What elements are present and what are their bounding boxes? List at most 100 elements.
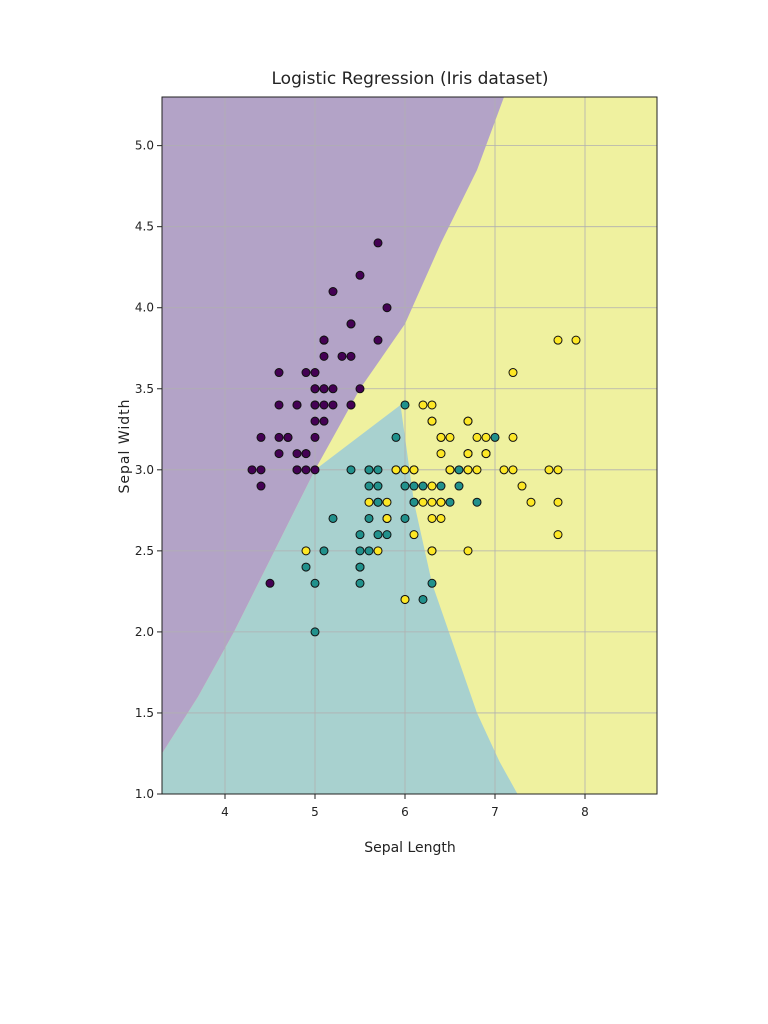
data-point-class-0 [274,432,284,442]
x-axis: 4 5 6 7 8 [221,794,589,819]
decision-regions [162,97,657,794]
data-point-class-2 [571,335,581,345]
data-point-class-0 [355,384,365,394]
data-point-class-2 [553,497,563,507]
data-point-class-0 [346,400,356,410]
data-point-class-1 [490,432,500,442]
x-tick-label: 5 [311,805,319,819]
data-point-class-1 [346,465,356,475]
data-point-class-0 [310,465,320,475]
y-tick-label: 5.0 [135,139,154,153]
data-point-class-2 [409,465,419,475]
data-point-class-1 [355,530,365,540]
data-point-class-2 [445,432,455,442]
y-axis-label: Sepal Width [117,399,133,494]
region-class-0 [162,97,504,754]
data-point-class-0 [319,400,329,410]
data-point-class-2 [427,481,437,491]
data-point-class-1 [382,530,392,540]
data-point-class-0 [292,400,302,410]
data-point-class-0 [319,351,329,361]
data-point-class-0 [319,416,329,426]
data-point-class-2 [427,416,437,426]
y-tick-label: 3.5 [135,382,154,396]
data-point-class-0 [310,384,320,394]
data-point-class-2 [418,497,428,507]
y-tick-label: 4.5 [135,220,154,234]
data-point-class-2 [364,497,374,507]
data-point-class-1 [454,465,464,475]
data-point-class-1 [301,562,311,572]
data-point-class-0 [310,400,320,410]
data-point-class-2 [373,546,383,556]
data-point-class-2 [553,335,563,345]
x-tick-label: 6 [401,805,409,819]
data-point-class-0 [346,351,356,361]
data-point-class-1 [409,481,419,491]
data-point-class-1 [436,481,446,491]
data-point-class-0 [292,449,302,459]
y-tick-label: 1.5 [135,706,154,720]
data-point-class-0 [355,270,365,280]
x-tick-label: 4 [221,805,229,819]
data-point-class-2 [508,465,518,475]
data-point-class-2 [427,497,437,507]
data-point-class-2 [436,449,446,459]
data-point-class-2 [301,546,311,556]
data-point-class-2 [481,449,491,459]
data-point-class-1 [373,465,383,475]
data-point-class-2 [553,530,563,540]
x-tick-label: 7 [491,805,499,819]
data-point-class-2 [427,513,437,523]
chart-title: Logistic Regression (Iris dataset) [272,69,549,89]
data-point-class-1 [328,513,338,523]
data-point-class-0 [301,465,311,475]
data-point-class-0 [292,465,302,475]
x-tick-label: 8 [581,805,589,819]
data-point-class-2 [463,465,473,475]
y-tick-label: 1.0 [135,787,154,801]
data-point-class-1 [427,578,437,588]
data-point-class-2 [553,465,563,475]
data-point-class-1 [355,562,365,572]
data-point-class-2 [481,432,491,442]
data-point-class-0 [256,432,266,442]
data-point-class-0 [373,335,383,345]
scatter-points [247,238,581,637]
data-point-class-1 [319,546,329,556]
data-point-class-2 [508,368,518,378]
data-point-class-1 [373,530,383,540]
y-tick-label: 2.0 [135,625,154,639]
data-point-class-1 [364,481,374,491]
data-point-class-1 [454,481,464,491]
data-point-class-2 [472,465,482,475]
data-point-class-0 [301,368,311,378]
region-class-1 [162,404,518,794]
data-point-class-2 [391,465,401,475]
data-point-class-0 [337,351,347,361]
data-point-class-2 [436,513,446,523]
data-point-class-2 [427,546,437,556]
data-point-class-0 [265,578,275,588]
data-point-class-2 [517,481,527,491]
data-point-class-2 [445,465,455,475]
data-point-class-1 [373,481,383,491]
data-point-class-0 [328,400,338,410]
data-point-class-1 [310,627,320,637]
y-tick-label: 4.0 [135,301,154,315]
data-point-class-0 [301,449,311,459]
data-point-class-0 [310,416,320,426]
data-point-class-2 [544,465,554,475]
data-point-class-1 [400,513,410,523]
data-point-class-0 [319,335,329,345]
data-point-class-0 [247,465,257,475]
data-point-class-2 [463,546,473,556]
data-point-class-1 [355,546,365,556]
y-axis: 1.0 1.5 2.0 2.5 3.0 3.5 4.0 4.5 5.0 [135,139,162,801]
data-point-class-1 [418,481,428,491]
data-point-class-2 [463,416,473,426]
data-point-class-0 [310,432,320,442]
data-point-class-0 [283,432,293,442]
data-point-class-2 [418,400,428,410]
